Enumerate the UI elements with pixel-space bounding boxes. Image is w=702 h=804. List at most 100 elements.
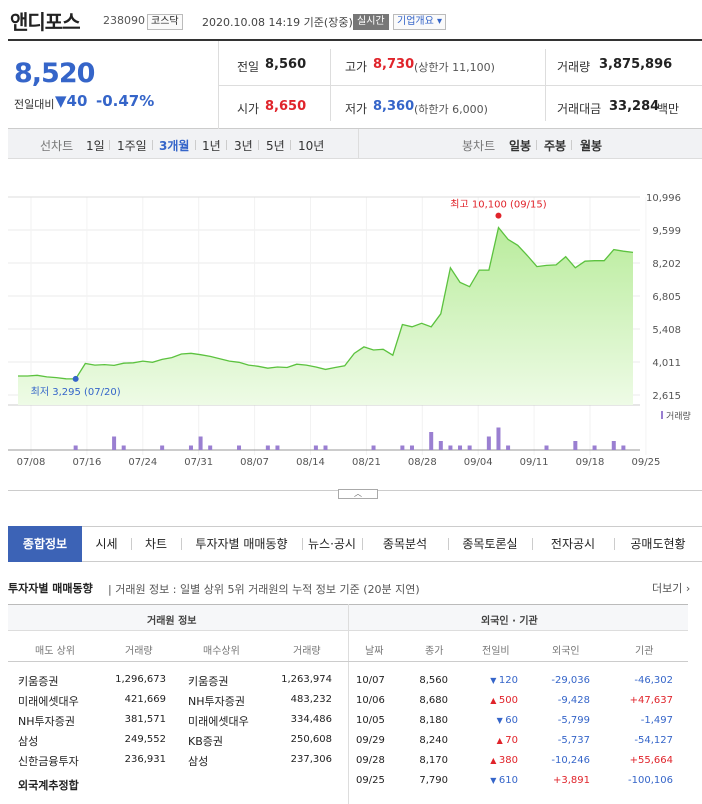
broker-col-header: 매도 상위 <box>35 646 75 657</box>
y-tick-label: 5,408 <box>652 325 681 336</box>
tab-item[interactable]: 시세 <box>95 537 118 551</box>
period-1y[interactable]: 1년 <box>202 139 221 153</box>
candle-monthly[interactable]: 월봉 <box>580 139 603 153</box>
candle-weekly[interactable]: 주봉 <box>544 139 567 153</box>
period-3y[interactable]: 3년 <box>234 139 253 153</box>
period-3m[interactable]: 3개월 <box>159 139 190 153</box>
upper-limit: (상한가 11,100) <box>414 61 495 74</box>
more-link[interactable]: 더보기 › <box>652 580 690 596</box>
open-value: 8,650 <box>265 99 307 114</box>
volume-bar <box>188 445 193 450</box>
volume-bar <box>121 445 126 450</box>
tab-separator <box>362 538 363 550</box>
foreign-title: 외국인 · 기관 <box>481 616 538 627</box>
candle-daily[interactable]: 일봉 <box>509 139 532 153</box>
volume-bar <box>438 441 443 450</box>
tab-item[interactable]: 공매도현황 <box>630 537 686 551</box>
volume-bar <box>323 445 328 450</box>
foreign-col-header: 외국인 <box>552 646 580 657</box>
x-tick-label: 09/25 <box>631 457 660 468</box>
x-tick-label: 07/31 <box>184 457 213 468</box>
brokers-table-header <box>8 604 348 631</box>
volume-bar <box>506 445 511 450</box>
tab-item[interactable]: 종목토론실 <box>462 537 518 551</box>
buy-volume: 483,232 <box>290 694 332 705</box>
company-info-dropdown[interactable]: 기업개요 ▾ <box>393 14 447 30</box>
foreign-date: 10/05 <box>356 715 385 726</box>
volume-bar <box>313 445 318 450</box>
institution-net: +55,664 <box>629 755 673 766</box>
foreign-col-header: 기관 <box>635 646 654 657</box>
buy-broker-name: 키움증권 <box>188 675 229 688</box>
foreign-col-header: 날짜 <box>365 646 384 657</box>
change-amount: 380 <box>498 755 518 766</box>
sell-volume: 421,669 <box>124 694 166 705</box>
x-tick-label: 07/24 <box>128 457 157 468</box>
foreign-col-header: 종가 <box>425 646 444 657</box>
tab-separator <box>181 538 182 550</box>
min-annotation: 최저 3,295 (07/20) <box>31 386 121 398</box>
sell-broker-name: 미래에셋대우 <box>18 695 79 708</box>
volume-legend-label: 거래량 <box>666 410 691 422</box>
x-tick-label: 07/08 <box>17 457 46 468</box>
tab-item[interactable]: 종합정보 <box>8 526 82 562</box>
x-tick-label: 08/07 <box>240 457 269 468</box>
x-tick-label: 08/21 <box>352 457 381 468</box>
buy-volume: 237,306 <box>290 754 332 765</box>
stock-code: 238090 <box>103 14 145 27</box>
tab-item[interactable]: 전자공시 <box>550 537 596 551</box>
change-amount: 120 <box>498 675 518 686</box>
tab-separator <box>614 538 615 550</box>
volume-bar <box>467 445 472 450</box>
foreign-close: 8,560 <box>419 675 448 686</box>
down-arrow-icon: ▼ <box>490 776 499 785</box>
tab-item[interactable]: 투자자별 매매동향 <box>195 537 288 551</box>
foreign-close: 8,680 <box>419 695 448 706</box>
volume-bar <box>112 436 117 450</box>
buy-broker-name: NH투자증권 <box>188 695 245 708</box>
foreign-date: 09/25 <box>356 775 385 786</box>
volume-bar <box>573 441 578 450</box>
volume-bar <box>486 436 491 450</box>
x-tick-label: 09/18 <box>576 457 605 468</box>
period-separator <box>258 140 259 150</box>
foreign-net: -5,737 <box>557 735 590 746</box>
period-1d[interactable]: 1일 <box>86 139 105 153</box>
institution-net: -1,497 <box>640 715 673 726</box>
tab-item[interactable]: 차트 <box>144 537 168 551</box>
volume-bar <box>275 445 280 450</box>
sell-volume: 1,296,673 <box>115 674 166 685</box>
price-area <box>18 227 633 405</box>
foreign-change: ▲ 70 <box>470 735 518 746</box>
foreign-total-label: 외국계추정합 <box>18 779 79 792</box>
foreign-change: ▼ 60 <box>470 715 518 726</box>
low-label: 저가 <box>345 102 368 116</box>
amount-label: 거래대금 <box>557 102 602 116</box>
period-separator <box>226 140 227 150</box>
foreign-net: -29,036 <box>551 675 590 686</box>
chart-expand-handle[interactable]: ︿ <box>338 489 378 499</box>
broker-col-header: 매수상위 <box>203 646 240 657</box>
tab-item[interactable]: 종목분석 <box>382 537 428 551</box>
volume-bar <box>458 445 463 450</box>
period-1w[interactable]: 1주일 <box>117 139 147 153</box>
max-point-marker <box>495 212 502 219</box>
candle-chart-label: 봉차트 <box>462 139 496 153</box>
price-chart[interactable]: 10,996 9,599 8,202 6,805 5,408 4,011 2,615 최고 1… <box>0 180 702 480</box>
period-5y[interactable]: 5년 <box>266 139 285 153</box>
tab-separator <box>131 538 132 550</box>
x-tick-label: 09/04 <box>464 457 493 468</box>
current-price: 8,520 <box>14 58 95 89</box>
chevron-down-icon: ▾ <box>437 16 443 27</box>
realtime-button[interactable]: 실시간 <box>353 14 389 30</box>
volume-bar <box>208 445 213 450</box>
table-divider <box>8 661 688 662</box>
tab-item[interactable]: 뉴스·공시 <box>308 537 356 551</box>
x-tick-label: 08/14 <box>296 457 325 468</box>
volume-bar <box>237 445 242 450</box>
high-label: 고가 <box>345 60 368 74</box>
x-tick-label: 08/28 <box>408 457 437 468</box>
foreign-close: 7,790 <box>419 775 448 786</box>
period-10y[interactable]: 10년 <box>298 139 325 153</box>
foreign-change: ▼ 610 <box>470 775 518 786</box>
